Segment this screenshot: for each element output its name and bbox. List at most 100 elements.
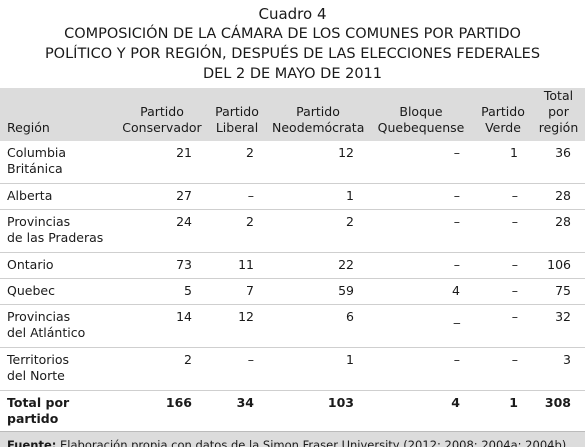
value-cell: – [368,141,474,184]
value-cell: – [474,183,532,210]
value-cell: 32 [532,304,585,348]
value-cell: 166 [118,390,206,431]
header-cell: Bloque Quebequense [368,88,474,141]
cell-line: Partido [140,104,184,119]
value-cell: – [474,209,532,253]
cell-line: Total [543,88,574,103]
value-cell: 14 [118,304,206,348]
value-cell: – [368,252,474,279]
value-cell: – [368,183,474,210]
value-cell: 12 [206,304,268,348]
value-cell: 75 [532,278,585,305]
value-cell: 1 [474,390,532,431]
value-cell: 12 [268,141,368,184]
value-cell: 3 [532,347,585,391]
header-row: Región Partido Conservador Partido Liberal Pa… [0,88,585,141]
value-cell: – [474,304,532,348]
title: COMPOSICIÓN DE LA CÁMARA DE LOS COMUNES … [44,26,541,82]
cell-line: Conservador [122,120,202,135]
value-cell: 1 [474,141,532,184]
cell-line: Bloque [399,104,443,119]
table-row: Territorios del Norte 2–1– –3 [0,347,585,391]
table-row: Provincias del Atlántico 14 12 6 _ –32 [0,304,585,348]
value-cell: 4 [368,278,474,305]
region-cell: Provincias de las Praderas [0,209,118,253]
header-cell: Partido Liberal [206,88,268,141]
region-cell: Provincias del Atlántico [0,304,118,348]
header-cell: Partido Neodemócrata [268,88,368,141]
caption: Cuadro 4 [258,5,327,23]
header-cell: Partido Conservador [118,88,206,141]
value-cell: 1 [268,347,368,391]
value-cell: 34 [206,390,268,431]
value-cell: 73 [118,252,206,279]
region-cell: Territorios del Norte [0,347,118,391]
value-cell: 27 [118,183,206,210]
region-cell: Total por partido [0,390,118,431]
value-cell: 21 [118,141,206,184]
value-cell: – [474,347,532,391]
value-cell: _ [368,304,474,348]
cell-line: Territorios [7,352,70,367]
value-cell: 22 [268,252,368,279]
table-row: Alberta 27–1– –28 [0,183,585,210]
cell-line: de las Praderas [7,230,104,245]
value-cell: 103 [268,390,368,431]
table-row: Ontario 73 11 22– –106 [0,252,585,279]
value-cell: 11 [206,252,268,279]
source: Fuente: Elaboración propia con datos de … [0,431,585,447]
source-text: Elaboración propia con datos de la Simon… [60,438,570,447]
value-cell: 28 [532,183,585,210]
cell-line: Ontario [7,257,54,272]
cell-line: Verde [485,120,521,135]
table-row: Provincias de las Praderas 24 2 2– –28 [0,209,585,253]
cell-line: Provincias [7,309,71,324]
value-cell: 7 [206,278,268,305]
value-cell: 1 [268,183,368,210]
cell-line: Liberal [215,120,259,135]
cell-line: Columbia [7,145,67,160]
value-cell: – [206,183,268,210]
cell-line: Británica [7,161,63,176]
value-cell: 28 [532,209,585,253]
cell-line: del Atlántico [7,325,86,340]
region-cell: Ontario [0,252,118,279]
cell-line: Región [7,120,50,135]
cell-line: Total por partido [7,395,70,426]
value-cell: – [474,278,532,305]
value-cell: – [368,209,474,253]
cell-line: Alberta [7,188,53,203]
header-cell: Total por región [532,88,585,141]
region-cell: Columbia Británica [0,141,118,184]
value-cell: 106 [532,252,585,279]
cell-line: por región [538,104,579,135]
value-cell: 2 [206,141,268,184]
value-cell: 2 [206,209,268,253]
value-cell: 2 [118,347,206,391]
source-label: Fuente: [7,438,57,447]
table: Región Partido Conservador Partido Liberal Pa… [0,88,585,431]
value-cell: 59 [268,278,368,305]
value-cell: 308 [532,390,585,431]
cell-line: del Norte [7,368,65,383]
header-cell: Partido Verde [474,88,532,141]
header-cell: Región [0,88,118,141]
value-cell: 6 [268,304,368,348]
cell-line: Partido [296,104,340,119]
table-row: Total por partido 166 34 103 4 1 308 [0,390,585,431]
value-cell: 4 [368,390,474,431]
table-row: Quebec 5 7 59 4–75 [0,278,585,305]
region-cell: Alberta [0,183,118,210]
region-cell: Quebec [0,278,118,305]
heading: Cuadro 4 COMPOSICIÓN DE LA CÁMARA DE LOS… [0,0,585,88]
cell-line: Partido [481,104,525,119]
cell-line: Quebec [7,283,55,298]
cell-line: Provincias [7,214,71,229]
value-cell: – [368,347,474,391]
value-cell: – [474,252,532,279]
value-cell: 2 [268,209,368,253]
cell-line: Neodemócrata [272,120,365,135]
cell-line: Partido [215,104,259,119]
value-cell: 24 [118,209,206,253]
